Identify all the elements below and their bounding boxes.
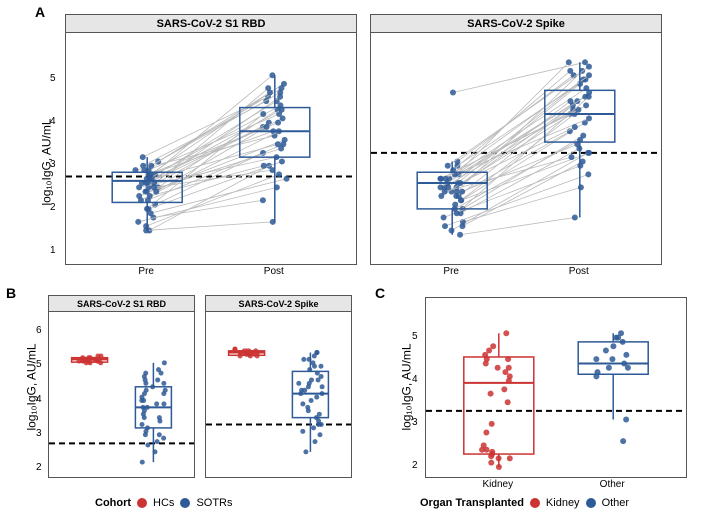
legend-c-label-other: Other: [602, 497, 630, 509]
legend-b-title: Cohort: [95, 497, 131, 509]
legend-b-dot-hcs: [137, 498, 147, 508]
panel-b-ytick: 3: [36, 428, 42, 439]
panel-c-label: C: [375, 285, 385, 301]
legend-c-title: Organ Transplanted: [420, 497, 524, 509]
legend-b: Cohort HCs SOTRs: [95, 497, 233, 509]
panel-c-ytick: 3: [412, 417, 418, 428]
panel-a-ytick: 5: [50, 73, 56, 84]
panel-b-ytick: 5: [36, 359, 42, 370]
panel-b-ylabel: log₁₀IgG, AU/mL: [25, 343, 39, 430]
legend-b-label-sotrs: SOTRs: [196, 497, 232, 509]
panel-a-xtick: Pre: [436, 266, 466, 277]
panel-b-left: [48, 311, 195, 478]
panel-b-ytick: 6: [36, 325, 42, 336]
panel-c-ytick: 5: [412, 331, 418, 342]
panel-a-xtick: Post: [564, 266, 594, 277]
panel-a-ytick: 1: [50, 245, 56, 256]
panel-b-label: B: [6, 285, 16, 301]
panel-a-xtick: Pre: [131, 266, 161, 277]
legend-b-label-hcs: HCs: [153, 497, 174, 509]
legend-c-dot-other: [586, 498, 596, 508]
panel-b-ytick: 2: [36, 462, 42, 473]
panel-a-ytick: 4: [50, 116, 56, 127]
panel-c-xtick: Other: [587, 479, 637, 490]
panel-c-ytick: 4: [412, 374, 418, 385]
panel-a-label: A: [35, 4, 45, 20]
panel-a-strip-left: SARS-CoV-2 S1 RBD: [65, 14, 357, 34]
panel-c-xtick: Kidney: [473, 479, 523, 490]
legend-c-dot-kidney: [530, 498, 540, 508]
legend-c: Organ Transplanted Kidney Other: [420, 497, 629, 509]
panel-a-strip-right: SARS-CoV-2 Spike: [370, 14, 662, 34]
panel-b-right: [205, 311, 352, 478]
panel-a-xtick: Post: [259, 266, 289, 277]
legend-b-dot-sotrs: [180, 498, 190, 508]
figure-root: A log₁₀IgG, AU/mL SARS-CoV-2 S1 RBD p < …: [0, 0, 720, 523]
panel-a-ytick: 3: [50, 159, 56, 170]
panel-c-ytick: 2: [412, 460, 418, 471]
panel-c: [425, 297, 687, 478]
panel-a-right: [370, 32, 662, 265]
panel-b-ytick: 4: [36, 394, 42, 405]
legend-c-label-kidney: Kidney: [546, 497, 580, 509]
panel-a-left: [65, 32, 357, 265]
panel-a-ytick: 2: [50, 202, 56, 213]
